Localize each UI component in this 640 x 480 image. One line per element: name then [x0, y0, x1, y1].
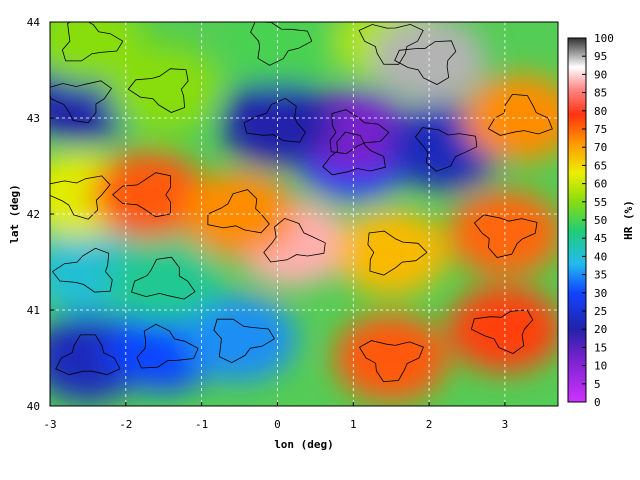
heat-cell: [182, 170, 297, 258]
x-tick-label: 0: [274, 418, 281, 431]
colorbar-title: HR (%): [622, 200, 635, 240]
contour-line: [112, 172, 172, 218]
contour-line: [213, 318, 275, 364]
heat-cell: [463, 74, 558, 162]
colorbar-tick-label: 75: [594, 123, 607, 136]
contour-line: [473, 214, 538, 258]
colorbar-tick-label: 15: [594, 341, 607, 354]
contour-line: [322, 131, 386, 176]
contour-line: [51, 247, 113, 293]
contour-lines: [50, 22, 553, 383]
heat-cell: [91, 151, 206, 238]
y-tick-label: 40: [27, 400, 40, 413]
heatmap-layer: [50, 22, 558, 402]
colorbar-tick-label: 35: [594, 269, 607, 282]
contour-line: [250, 22, 313, 66]
heat-cell: [182, 295, 297, 382]
colorbar-ticks: 0 5 10 15 20 25 30 35 40 45 50 55 60 65 70 75 80 85 90 95 10…: [582, 32, 614, 409]
heat-cell: [220, 79, 335, 166]
x-axis: -3 -2 -1 0 1 2 3: [43, 402, 508, 431]
heat-cell: [448, 190, 558, 277]
colorbar-tick-label: 5: [594, 378, 601, 391]
x-axis-title: lon (deg): [274, 438, 334, 451]
plot-area: [50, 22, 558, 406]
y-tick-label: 43: [27, 112, 40, 125]
colorbar-tick-label: 65: [594, 159, 607, 172]
contour-line: [131, 256, 196, 300]
colorbar-tick-label: 45: [594, 232, 607, 245]
contour-line: [50, 80, 113, 124]
colorbar-tick-label: 0: [594, 396, 601, 409]
colorbar-tick-label: 50: [594, 214, 607, 227]
contour-line: [50, 175, 111, 220]
x-tick-label: -1: [195, 418, 208, 431]
heat-cell: [334, 209, 449, 296]
y-tick-label: 41: [27, 304, 40, 317]
colorbar-tick-label: 95: [594, 50, 607, 63]
heat-cell: [334, 314, 449, 402]
colorbar-tick-label: 80: [594, 105, 607, 118]
contour-line: [127, 68, 189, 113]
x-tick-label: 3: [502, 418, 509, 431]
colorbar-tick-label: 90: [594, 68, 607, 81]
x-tick-label: 2: [426, 418, 433, 431]
colorbar-tick-label: 100: [594, 32, 614, 45]
y-tick-label: 42: [27, 208, 40, 221]
y-tick-label: 44: [27, 16, 41, 29]
colorbar-tick-label: 60: [594, 178, 607, 191]
contour-line: [470, 309, 534, 354]
contour-line: [358, 23, 424, 65]
grid-lines: [50, 22, 558, 406]
contour-line: [55, 334, 121, 376]
colorbar-tick-label: 20: [594, 323, 607, 336]
heat-cell: [372, 22, 486, 104]
contour-line: [61, 22, 124, 62]
contour-line: [394, 40, 457, 85]
x-tick-label: -3: [43, 418, 56, 431]
heat-cell: [106, 238, 221, 325]
colorbar-tick-label: 70: [594, 141, 607, 154]
heat-cell: [448, 286, 558, 373]
contour-line: [367, 230, 428, 276]
contour-line: [414, 127, 478, 172]
colorbar: 0 5 10 15 20 25 30 35 40 45 50 55 60 65 70 75 80 85 90 95 10…: [567, 32, 635, 409]
x-tick-label: 1: [350, 418, 357, 431]
contour-line: [136, 323, 199, 369]
contour-line: [358, 340, 424, 383]
colorbar-tick-label: 25: [594, 305, 607, 318]
colorbar-tick-label: 55: [594, 196, 607, 209]
colorbar-tick-label: 85: [594, 87, 607, 100]
contour-line: [263, 217, 326, 263]
colorbar-tick-label: 40: [594, 250, 607, 263]
y-axis-title: lat (deg): [8, 184, 21, 244]
colorbar-tick-label: 10: [594, 360, 607, 373]
contour-line: [243, 97, 306, 143]
colorbar-tick-label: 30: [594, 287, 607, 300]
contour-line: [329, 109, 390, 155]
heat-cell: [106, 45, 221, 133]
x-tick-label: -2: [119, 418, 132, 431]
y-axis: 40 41 42 43 44: [27, 16, 54, 413]
heat-cell: [50, 22, 145, 85]
